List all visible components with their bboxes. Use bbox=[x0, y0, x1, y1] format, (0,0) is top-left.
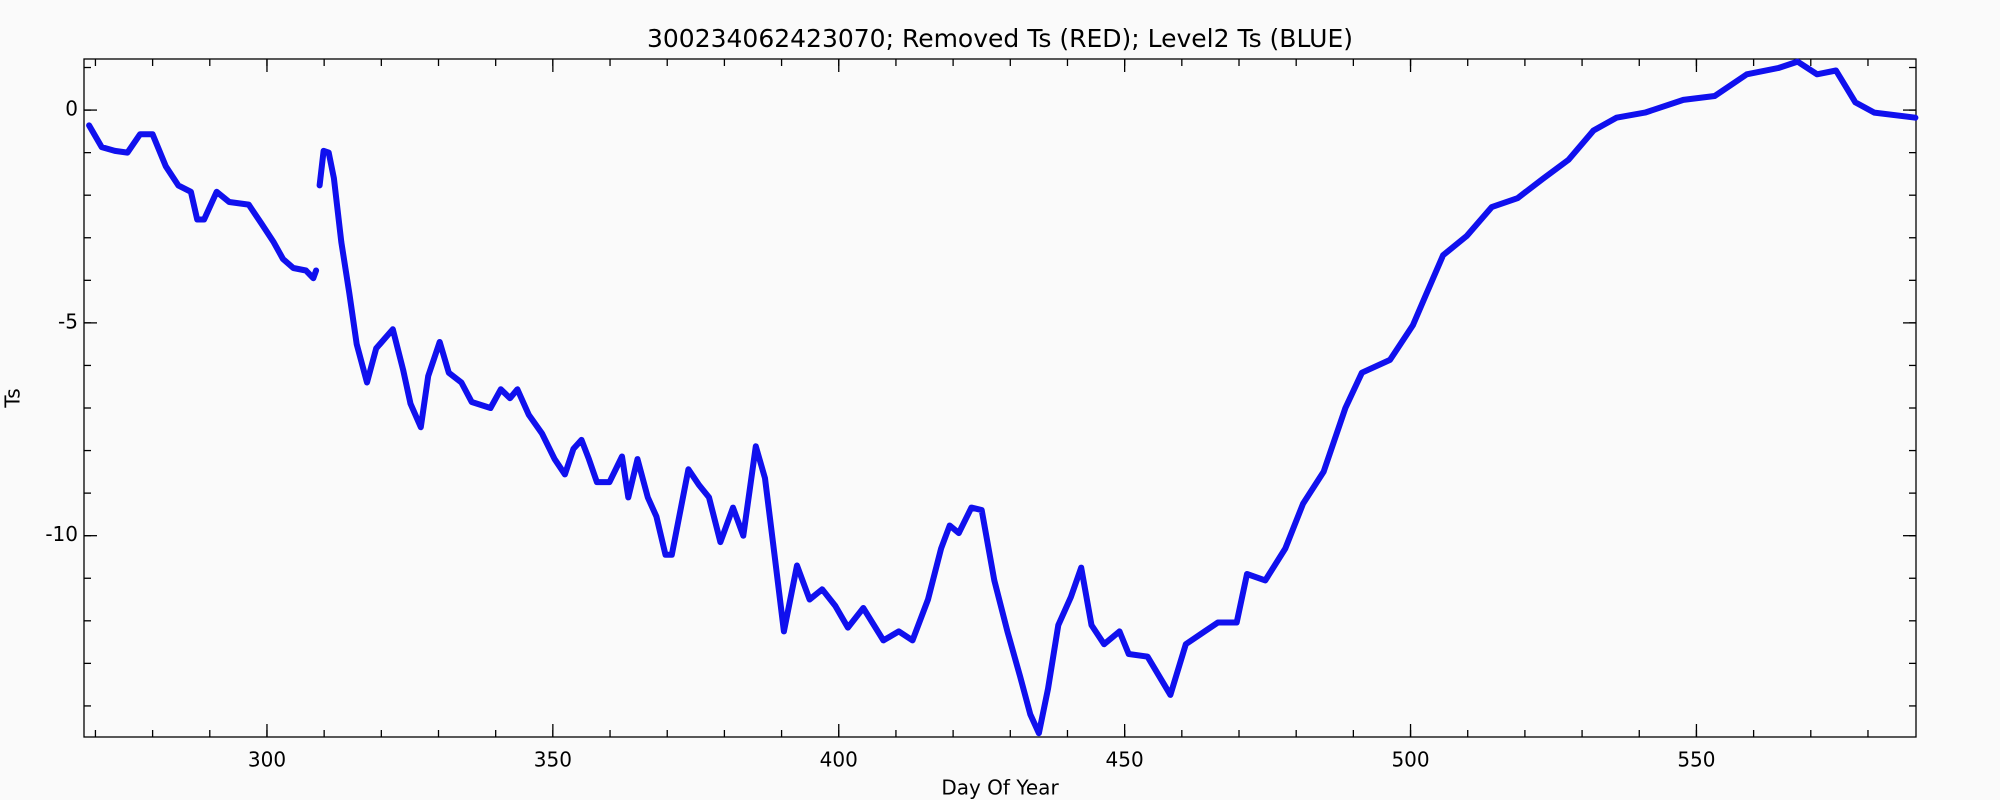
y-axis-label: Ts bbox=[1, 388, 25, 408]
x-tick-label: 350 bbox=[534, 748, 572, 772]
plot-frame bbox=[83, 58, 1917, 738]
x-axis-label: Day Of Year bbox=[941, 776, 1059, 800]
y-tick-label: -10 bbox=[45, 522, 78, 546]
data-line bbox=[86, 58, 1919, 737]
x-tick-label: 300 bbox=[248, 748, 286, 772]
y-tick-label: -5 bbox=[58, 309, 78, 333]
x-tick-label: 450 bbox=[1106, 748, 1144, 772]
x-tick-label: 400 bbox=[820, 748, 858, 772]
chart-title: 300234062423070; Removed Ts (RED); Level… bbox=[647, 24, 1353, 53]
x-tick-label: 500 bbox=[1391, 748, 1429, 772]
x-tick-label: 550 bbox=[1677, 748, 1715, 772]
y-tick-label: 0 bbox=[65, 97, 78, 121]
